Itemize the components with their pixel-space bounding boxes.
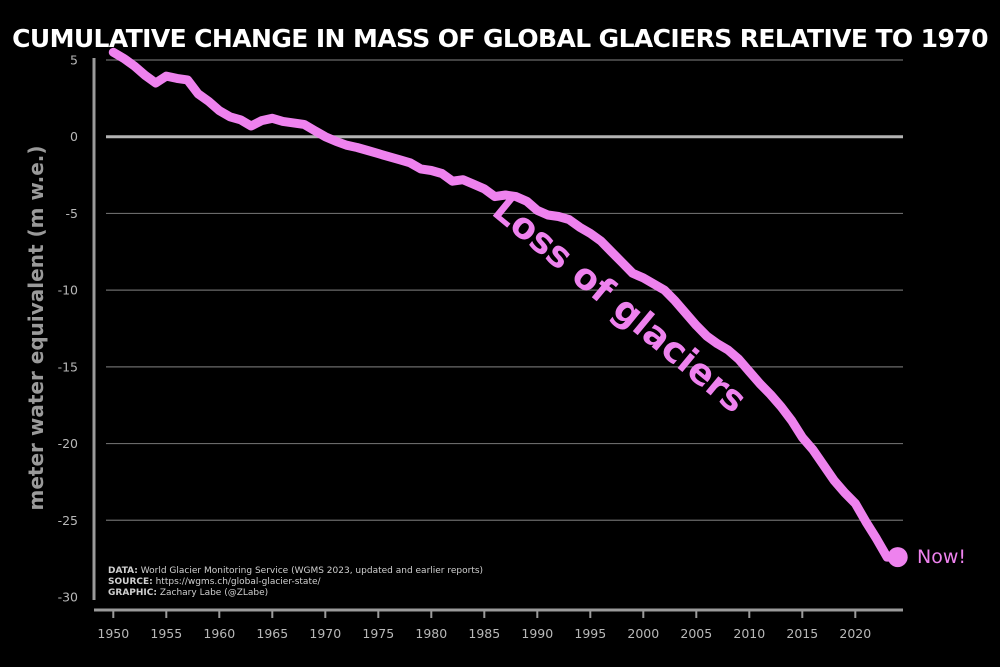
- x-tick-label: 1960: [203, 626, 235, 641]
- credit-graphic-text: Zachary Labe (@ZLabe): [157, 588, 268, 598]
- y-tick-labels: 5 0 -5 -10 -15 -20 -25 -30: [58, 53, 78, 605]
- x-tick-label: 1950: [97, 626, 129, 641]
- y-tick-label: -15: [58, 359, 78, 374]
- x-tick-label: 2000: [627, 626, 659, 641]
- y-tick-label: 0: [70, 129, 78, 144]
- x-tick-label: 1985: [468, 626, 500, 641]
- credit-graphic: GRAPHIC: Zachary Labe (@ZLabe): [108, 588, 268, 598]
- credit-data-text: World Glacier Monitoring Service (WGMS 2…: [138, 566, 483, 576]
- series-group: [108, 47, 908, 568]
- axes: [92, 58, 903, 612]
- x-tick-label: 1955: [150, 626, 182, 641]
- latest-point-marker: [887, 547, 908, 568]
- credit-graphic-label: GRAPHIC:: [108, 588, 157, 598]
- y-tick-label: 5: [70, 53, 78, 68]
- y-axis-label: meter water equivalent (m w.e.): [24, 145, 48, 510]
- x-tick-label: 2005: [680, 626, 712, 641]
- x-tick-label: 2015: [786, 626, 818, 641]
- x-tick-label: 1970: [309, 626, 341, 641]
- x-tick-label: 2020: [839, 626, 871, 641]
- y-tick-label: -5: [66, 206, 78, 221]
- glacier-mass-line: [108, 47, 903, 562]
- x-tick-label: 2010: [733, 626, 765, 641]
- credit-data: DATA: World Glacier Monitoring Service (…: [108, 566, 483, 576]
- now-annotation: Now!: [917, 546, 966, 568]
- x-tick-label: 1980: [415, 626, 447, 641]
- x-tick-labels: 1950 1955 1960 1965 1970 1975 1980 1985 1990 1995…: [97, 611, 871, 641]
- credit-source: SOURCE: https://wgms.ch/global-glacier-s…: [108, 577, 322, 587]
- grid-lines: [106, 59, 903, 521]
- chart-title: CUMULATIVE CHANGE IN MASS OF GLOBAL GLAC…: [12, 24, 988, 53]
- y-tick-label: -20: [58, 436, 78, 451]
- credit-source-label: SOURCE:: [108, 577, 153, 587]
- y-tick-label: -10: [58, 283, 78, 298]
- x-tick-label: 1965: [256, 626, 288, 641]
- x-tick-label: 1975: [362, 626, 394, 641]
- credit-data-label: DATA:: [108, 566, 138, 576]
- credits-block: DATA: World Glacier Monitoring Service (…: [108, 566, 483, 598]
- y-tick-label: -30: [58, 590, 78, 605]
- y-tick-label: -25: [58, 513, 78, 528]
- x-tick-label: 1995: [574, 626, 606, 641]
- x-tick-label: 1990: [521, 626, 553, 641]
- credit-source-text: https://wgms.ch/global-glacier-state/: [153, 577, 322, 587]
